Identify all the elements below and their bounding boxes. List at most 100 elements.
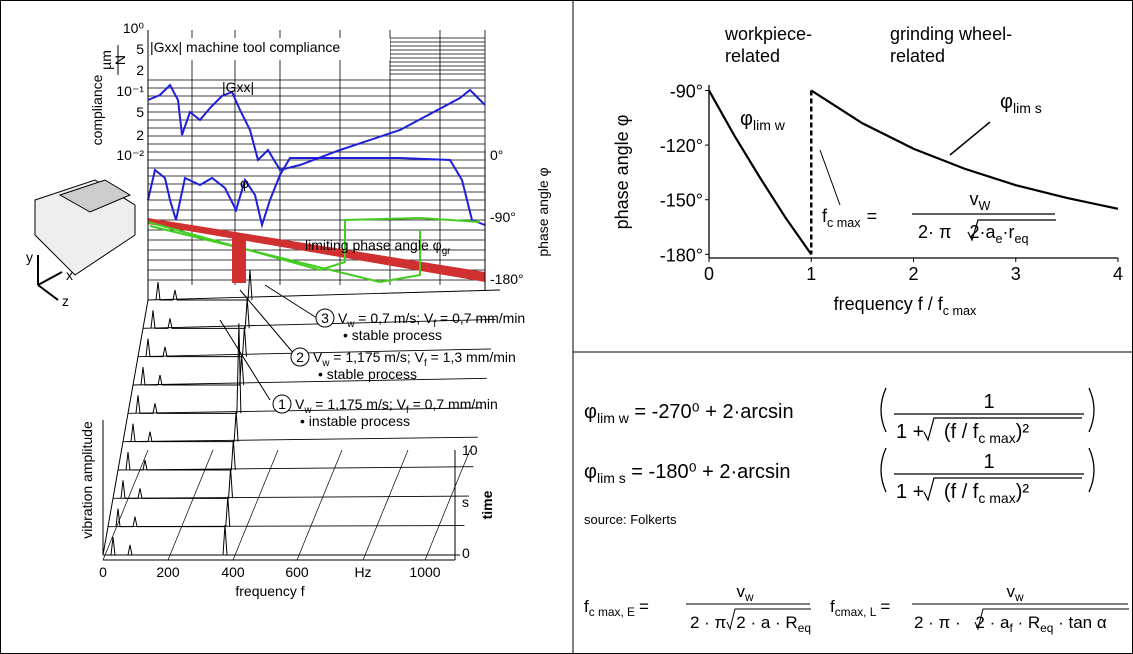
tick-label: s: [462, 494, 469, 510]
slice: [117, 466, 474, 471]
sqrt-sign: [923, 477, 1082, 502]
subscript: w: [321, 358, 330, 369]
formula-f-e: fc max, E = vw 2 · π 2 · a · Req: [584, 582, 811, 635]
y-tick-label: -150°: [660, 191, 703, 211]
subscript: eq: [1040, 621, 1053, 635]
spectrum: [125, 439, 236, 471]
axis: [102, 299, 149, 556]
formula: φlim w = -270⁰ + 2·arcsin: [584, 401, 794, 426]
header: related: [725, 46, 780, 66]
source: source: Folkerts: [584, 512, 677, 527]
subscript: W: [979, 199, 991, 213]
axis: [167, 449, 214, 561]
tick-label: 5: [136, 41, 144, 57]
case-number: 1: [278, 396, 286, 412]
axis: [102, 449, 149, 561]
leader: [819, 149, 841, 206]
axis-label: compliance: [89, 74, 105, 145]
tick-label: 600: [285, 564, 309, 580]
header: related: [890, 46, 945, 66]
subscript: f: [1009, 621, 1013, 635]
subscript: c max: [827, 216, 861, 230]
text: φ: [1000, 91, 1013, 113]
subscript: c max: [978, 430, 1015, 446]
sqrt-sign: [726, 608, 811, 631]
text: f: [584, 597, 589, 616]
text: · R: [1013, 613, 1040, 632]
slice: [127, 407, 483, 414]
y-tick-label: -90°: [670, 81, 703, 101]
series-label: φlim w: [740, 108, 786, 133]
tick-label: 10⁰: [123, 20, 145, 36]
formula: vw: [1006, 582, 1024, 604]
line: [708, 89, 813, 255]
subscript: w: [303, 405, 312, 416]
spectrum: [110, 524, 228, 556]
axis-label: time: [479, 490, 495, 519]
text: = 0,7 mm/min: [409, 396, 498, 412]
x-axis-label: frequency f / fc max: [834, 294, 977, 318]
axis: [424, 449, 471, 561]
tick-label: 2: [136, 62, 144, 78]
case-text: Vw = 0,7 m/s; Vf = 0,7 mm/min: [338, 310, 525, 330]
coord-label: y: [26, 249, 33, 265]
limit-line: [148, 218, 485, 282]
coord-arrow: [37, 284, 59, 301]
formula: fc max, E =: [584, 597, 649, 619]
annotation: limiting phase angle φgr: [305, 237, 451, 257]
tick-label: 0: [99, 564, 107, 580]
tick-label: 10⁻²: [116, 147, 144, 163]
subscript: gr: [442, 246, 451, 257]
formulas: φlim w = -270⁰ + 2·arcsin 1 1 + (f / fc ma…: [584, 387, 1129, 635]
machine: [58, 179, 132, 213]
formula-phi-w: φlim w = -270⁰ + 2·arcsin 1 1 + (f / fc ma…: [584, 387, 1095, 446]
tick-label: -180°: [490, 271, 524, 287]
leader: [264, 284, 321, 321]
numerator: 1: [983, 451, 994, 473]
spectrum: [155, 269, 253, 301]
tick-label: Hz: [354, 564, 371, 580]
text: 2 · a: [975, 613, 1010, 632]
y-tick-label: -180°: [660, 245, 703, 265]
slice: [122, 436, 478, 443]
text: = -180⁰ + 2·arcsin: [626, 461, 791, 483]
tick-label: 5: [136, 104, 144, 120]
bracket: [880, 387, 887, 433]
spectrum: [115, 496, 231, 528]
axis-label: vibration amplitude: [79, 421, 95, 539]
formula: 2 · π · 2 · af · Req · tan α: [914, 613, 1107, 635]
formula: φlim s = -180⁰ + 2·arcsin: [584, 461, 791, 486]
text: v: [970, 189, 979, 209]
denominator: 1 + (f / fc max)²: [896, 421, 1029, 446]
subscript: c max: [978, 490, 1015, 506]
text: =: [880, 597, 890, 616]
subscript: c max: [943, 304, 977, 318]
text: (f / f: [944, 421, 979, 443]
case-text: Vw = 1,175 m/s; Vf = 1,3 mm/min: [313, 349, 516, 369]
bracket: [880, 447, 887, 493]
text: φ: [584, 401, 597, 423]
slice: [132, 377, 487, 386]
text: =: [639, 597, 649, 616]
formula: 2 · π 2 · a · Req: [690, 613, 811, 635]
unit: µm: [98, 50, 114, 70]
sqrt-sign: [974, 608, 1129, 631]
text: v: [736, 582, 745, 601]
subscript: c max, E: [589, 605, 635, 619]
x-tick-label: 2: [908, 264, 918, 284]
spectrum: [120, 468, 234, 499]
spectrum: [145, 326, 247, 358]
annotation: fc max = vW 2· π 2·ae·req: [822, 189, 1056, 246]
bracket: [1088, 387, 1095, 433]
text: V: [338, 310, 348, 326]
coord-arrow: [37, 271, 63, 286]
tick-label: 0: [462, 545, 470, 561]
tick-label: 10⁻¹: [116, 83, 144, 99]
case-note: • stable process: [318, 366, 417, 382]
subscript: lim w: [753, 117, 786, 133]
subscript: w: [346, 319, 355, 330]
coord-label: z: [62, 293, 69, 309]
sqrt-sign: [923, 417, 1082, 442]
left-figure: |Gxx| machine tool compliance compliance…: [26, 20, 551, 599]
